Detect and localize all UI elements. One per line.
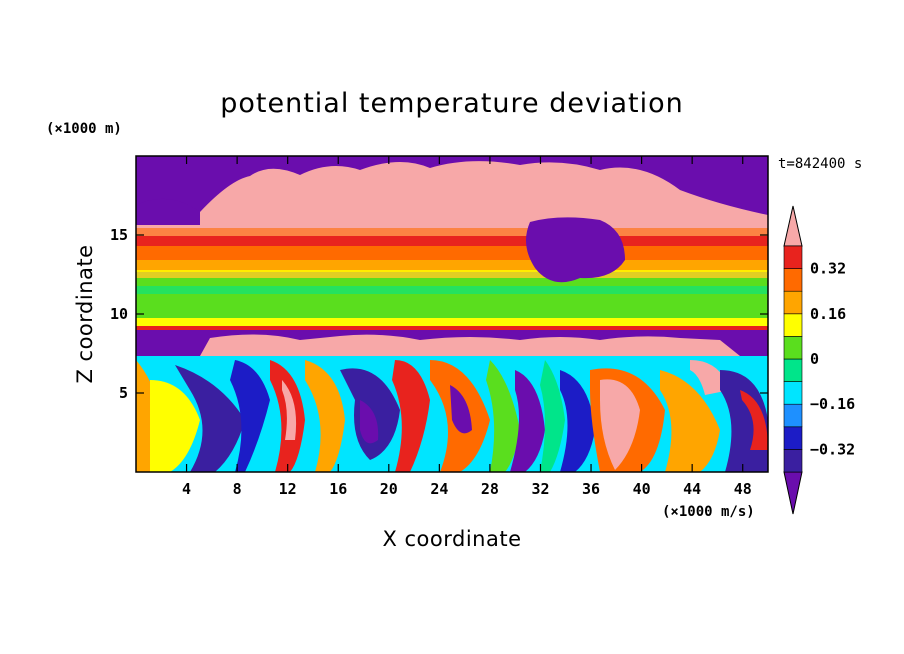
x-unit-label: (×1000 m/s) xyxy=(662,504,755,520)
colorbar-segment xyxy=(783,449,803,473)
x-tick-label: 24 xyxy=(430,480,448,498)
colorbar-segment xyxy=(783,403,803,428)
x-tick-label: 36 xyxy=(582,480,600,498)
colorbar-tick-label: −0.16 xyxy=(810,395,855,413)
x-tick-label: 44 xyxy=(683,480,701,498)
time-label: t=842400 s xyxy=(778,156,862,172)
colorbar-extend-max xyxy=(783,205,803,247)
x-tick-label: 8 xyxy=(233,480,242,498)
colorbar-tick-label: 0.32 xyxy=(810,260,846,278)
colorbar-segment xyxy=(783,358,803,382)
x-tick-label: 40 xyxy=(633,480,651,498)
colorbar-segment xyxy=(783,290,803,315)
chart-title: potential temperature deviation xyxy=(220,88,683,119)
colorbar-extend-min xyxy=(783,471,803,515)
upper-pink-region xyxy=(136,161,768,240)
y-ticks: 5 10 15 xyxy=(110,226,768,402)
y-tick-label: 5 xyxy=(119,384,128,402)
x-ticks: 4 8 12 16 20 24 28 32 36 40 44 48 xyxy=(182,156,752,498)
colorbar-segment xyxy=(783,268,803,292)
x-tick-label: 4 xyxy=(182,480,191,498)
y-tick-label: 15 xyxy=(110,226,128,244)
x-tick-label: 12 xyxy=(279,480,297,498)
colorbar-segment xyxy=(783,336,803,360)
colorbar-tick-label: 0 xyxy=(810,350,819,368)
y-tick-label: 10 xyxy=(110,305,128,323)
x-tick-label: 20 xyxy=(380,480,398,498)
y-axis-label: Z coordinate xyxy=(73,244,97,383)
colorbar-segment xyxy=(783,245,803,269)
x-tick-label: 48 xyxy=(734,480,752,498)
pink-band xyxy=(200,334,740,356)
colorbar: 0.32 0.16 0 −0.16 −0.32 xyxy=(783,205,855,515)
colorbar-segment xyxy=(783,381,803,405)
colorbar-segment xyxy=(783,313,803,337)
heatmap-field xyxy=(136,156,768,472)
x-tick-label: 16 xyxy=(329,480,347,498)
x-tick-label: 28 xyxy=(481,480,499,498)
colorbar-tick-label: −0.32 xyxy=(810,440,855,458)
colorbar-segment xyxy=(783,426,803,450)
y-unit-label: (×1000 m) xyxy=(46,121,122,137)
x-tick-label: 32 xyxy=(531,480,549,498)
purple-blob xyxy=(526,217,625,283)
colorbar-tick-label: 0.16 xyxy=(810,305,846,323)
x-axis-label: X coordinate xyxy=(382,527,521,551)
